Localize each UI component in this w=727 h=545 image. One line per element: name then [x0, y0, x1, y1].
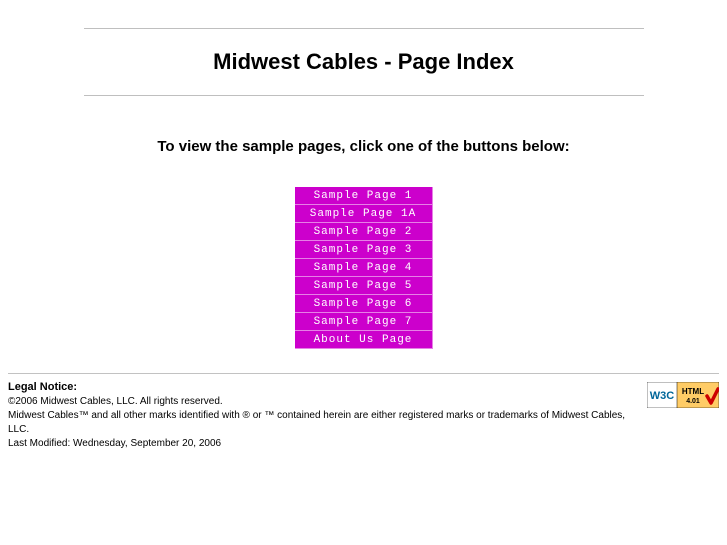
legal-notice: Legal Notice: ©2006 Midwest Cables, LLC.…	[8, 380, 635, 451]
top-rule	[84, 28, 644, 29]
button-list: Sample Page 1 Sample Page 1A Sample Page…	[295, 187, 433, 349]
page-title: Midwest Cables - Page Index	[84, 49, 644, 75]
copyright-text: ©2006 Midwest Cables, LLC. All rights re…	[8, 396, 223, 407]
title-rule	[84, 95, 644, 96]
sample-page-6-button[interactable]: Sample Page 6	[295, 295, 433, 313]
svg-text:W3C: W3C	[650, 390, 675, 402]
sample-page-3-button[interactable]: Sample Page 3	[295, 241, 433, 259]
sample-page-1-button[interactable]: Sample Page 1	[295, 187, 433, 205]
sample-page-2-button[interactable]: Sample Page 2	[295, 223, 433, 241]
instruction-text: To view the sample pages, click one of t…	[84, 138, 644, 155]
trademark-text: Midwest Cables™ and all other marks iden…	[8, 410, 625, 435]
last-modified-text: Last Modified: Wednesday, September 20, …	[8, 438, 221, 449]
about-us-button[interactable]: About Us Page	[295, 331, 433, 349]
legal-heading: Legal Notice:	[8, 381, 77, 393]
svg-text:HTML: HTML	[682, 387, 704, 396]
sample-page-7-button[interactable]: Sample Page 7	[295, 313, 433, 331]
sample-page-1a-button[interactable]: Sample Page 1A	[295, 205, 433, 223]
w3c-html-badge[interactable]: W3C HTML 4.01	[647, 382, 719, 408]
sample-page-5-button[interactable]: Sample Page 5	[295, 277, 433, 295]
sample-page-4-button[interactable]: Sample Page 4	[295, 259, 433, 277]
svg-text:4.01: 4.01	[686, 398, 700, 405]
footer: Legal Notice: ©2006 Midwest Cables, LLC.…	[0, 374, 727, 461]
